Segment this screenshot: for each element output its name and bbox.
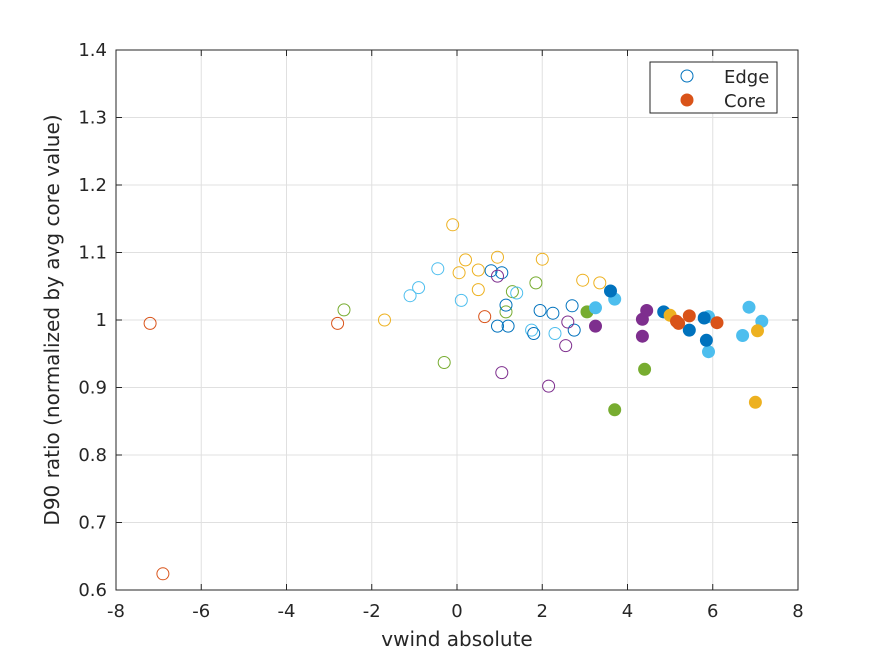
y-tick-label: 0.6	[78, 580, 107, 601]
edge-point-yellow	[471, 283, 485, 297]
x-tick-label: 6	[707, 601, 718, 622]
y-tick-label: 1.2	[78, 175, 107, 196]
core-point-lightblue	[702, 345, 715, 359]
y-tick-label: 0.9	[78, 378, 107, 399]
edge-point-lightblue	[412, 281, 426, 295]
x-tick-label: 8	[792, 601, 803, 622]
core-point-lightblue	[742, 300, 756, 314]
edge-point-blue	[495, 266, 509, 280]
edge-point-blue	[565, 299, 579, 313]
edge-point-green	[499, 305, 513, 319]
edge-point-lightblue	[403, 289, 417, 303]
edge-point-yellow	[576, 273, 590, 287]
data-points	[143, 218, 769, 581]
edge-point-yellow	[452, 266, 466, 280]
core-point-blue	[699, 333, 713, 347]
edge-point-lightblue	[548, 327, 562, 340]
edge-point-yellow	[459, 253, 472, 267]
edge-point-purple	[559, 339, 573, 353]
y-tick-label: 1.4	[78, 40, 107, 61]
core-point-blue	[697, 311, 711, 325]
core-point-yellow	[751, 324, 764, 338]
edge-point-yellow	[446, 218, 460, 232]
core-point-blue	[682, 323, 696, 337]
legend-core-label: Core	[724, 91, 766, 112]
core-point-lightblue	[589, 301, 602, 315]
axis-ticks: -8 -6 -4 -2 0 2 4 6 8 0.6 0.7 0.8 0.9 1 1.1 1.2 1.3 1.4	[78, 40, 803, 622]
edge-point-purple	[542, 379, 556, 393]
y-tick-label: 1.3	[78, 108, 107, 129]
edge-point-blue	[527, 327, 541, 340]
y-tick-label: 1.1	[78, 243, 107, 264]
edge-point-orange	[156, 567, 170, 581]
legend: Edge Core	[649, 61, 778, 114]
legend-edge-label: Edge	[724, 67, 769, 88]
core-point-green	[608, 403, 622, 417]
edge-point-orange	[478, 310, 492, 324]
edge-point-purple	[561, 315, 575, 329]
edge-point-lightblue	[510, 286, 524, 300]
edge-point-yellow	[378, 313, 391, 327]
core-point-green	[638, 362, 652, 376]
x-axis-label: vwind absolute	[381, 627, 532, 651]
edge-point-blue	[491, 319, 504, 333]
core-point-purple	[589, 319, 602, 333]
edge-point-blue	[567, 323, 581, 337]
y-axis-label: D90 ratio (normalized by avg core value)	[40, 114, 64, 525]
legend-edge-marker	[680, 69, 694, 83]
x-tick-label: -6	[192, 601, 210, 622]
core-point-purple	[640, 304, 654, 317]
edge-point-blue	[499, 298, 513, 312]
edge-point-orange	[143, 316, 157, 330]
x-tick-label: -2	[363, 601, 381, 622]
x-tick-label: -4	[278, 601, 296, 622]
edge-point-lightblue	[431, 262, 445, 276]
edge-point-orange	[331, 316, 345, 330]
core-point-orange	[682, 309, 696, 323]
y-tick-label: 1	[96, 310, 107, 331]
y-tick-label: 0.8	[78, 445, 107, 466]
edge-point-yellow	[535, 252, 549, 266]
edge-point-yellow	[593, 276, 607, 290]
edge-point-yellow	[471, 263, 485, 277]
edge-point-lightblue	[454, 293, 468, 307]
edge-point-lightblue	[525, 323, 539, 337]
legend-core-marker	[680, 93, 694, 107]
edge-point-green	[437, 356, 451, 369]
edge-point-blue	[533, 304, 547, 317]
core-point-blue	[604, 284, 617, 298]
edge-point-green	[337, 303, 351, 317]
x-tick-label: 4	[622, 601, 633, 622]
core-point-orange	[672, 316, 686, 330]
legend-box	[649, 61, 778, 114]
core-point-purple	[635, 329, 649, 343]
core-point-yellow	[748, 395, 762, 409]
edge-point-purple	[495, 366, 509, 380]
x-tick-label: 2	[537, 601, 548, 622]
core-point-lightblue	[736, 329, 750, 342]
edge-point-purple	[491, 269, 504, 283]
edge-point-blue	[546, 306, 560, 320]
core-point-orange	[710, 316, 724, 330]
y-tick-label: 0.7	[78, 513, 107, 534]
edge-point-yellow	[491, 250, 504, 264]
x-tick-label: -8	[107, 601, 125, 622]
edge-point-green	[529, 276, 543, 290]
x-tick-label: 0	[451, 601, 462, 622]
edge-point-blue	[501, 319, 515, 333]
